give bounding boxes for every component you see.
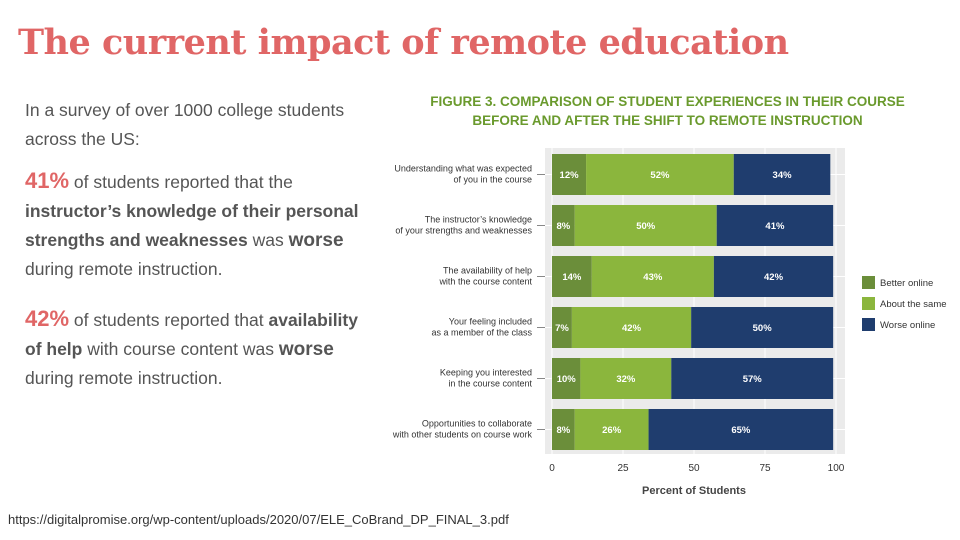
x-tick-label: 25 <box>617 463 629 474</box>
stat-1-worse: worse <box>288 230 344 251</box>
stat-1-bold: instructor’s knowledge of their personal… <box>25 201 359 250</box>
bar-segment <box>733 154 831 195</box>
bar-segment <box>552 205 575 246</box>
stat-2-worse: worse <box>278 339 334 360</box>
data-label: 65% <box>731 425 751 436</box>
bar-segment <box>552 256 592 297</box>
chart-title: FIGURE 3. COMPARISON OF STUDENT EXPERIEN… <box>395 92 940 130</box>
legend-label: About the same <box>880 299 947 310</box>
bar-segment <box>716 205 834 246</box>
data-label: 26% <box>602 425 622 436</box>
data-label: 14% <box>562 272 582 283</box>
bar-segment <box>571 307 692 348</box>
bar-segment <box>691 307 834 348</box>
stat-2: 42% of students reported that availabili… <box>25 304 370 393</box>
stat-1-text-a: of students reported that the <box>69 172 293 192</box>
category-label-line-1: Your feeling included <box>449 317 532 327</box>
data-label: 32% <box>616 374 636 385</box>
stat-2-text-b: with course content was <box>82 339 279 359</box>
data-label: 34% <box>773 170 793 181</box>
stat-2-bold: availability of help <box>25 310 358 359</box>
stat-2-text-c: during remote instruction. <box>25 368 223 388</box>
stat-1-percent: 41% <box>25 168 70 193</box>
category-label-line-1: Opportunities to collaborate <box>422 419 532 429</box>
x-tick-label: 0 <box>549 463 555 474</box>
category-label-line-1: Keeping you interested <box>440 368 532 378</box>
legend-swatch <box>862 297 875 310</box>
category-label-line-2: with other students on course work <box>392 430 533 440</box>
stat-2-percent: 42% <box>25 306 70 331</box>
data-label: 8% <box>556 425 570 436</box>
chart-title-line-2: BEFORE AND AFTER THE SHIFT TO REMOTE INS… <box>472 113 863 128</box>
legend-swatch <box>862 318 875 331</box>
bar-segment <box>574 409 649 450</box>
bar-segment <box>713 256 834 297</box>
bar-segment <box>552 358 581 399</box>
category-label-line-2: as a member of the class <box>431 328 532 338</box>
data-label: 10% <box>557 374 577 385</box>
data-label: 41% <box>765 221 785 232</box>
plot-background <box>545 148 845 454</box>
stat-1-text-c: during remote instruction. <box>25 259 223 279</box>
data-label: 50% <box>753 323 773 334</box>
category-label-line-1: The instructor’s knowledge <box>425 215 532 225</box>
category-label-line-1: The availability of help <box>443 266 532 276</box>
bar-segment <box>552 307 572 348</box>
bar-segment <box>591 256 714 297</box>
data-label: 12% <box>560 170 580 181</box>
data-label: 43% <box>643 272 663 283</box>
bar-segment <box>552 409 575 450</box>
data-label: 50% <box>636 221 656 232</box>
x-tick-label: 100 <box>828 463 845 474</box>
data-label: 42% <box>764 272 784 283</box>
bar-segment <box>580 358 672 399</box>
stat-1-text-b: was <box>247 230 289 250</box>
bar-segment <box>648 409 834 450</box>
bar-segment <box>671 358 834 399</box>
legend-label: Worse online <box>880 320 935 331</box>
slide-title: The current impact of remote education <box>18 22 789 63</box>
bar-segment <box>574 205 717 246</box>
legend-swatch <box>862 276 875 289</box>
data-label: 42% <box>622 323 642 334</box>
data-label: 7% <box>555 323 569 334</box>
category-label-line-2: of you in the course <box>453 175 532 185</box>
category-label-line-2: in the course content <box>448 379 532 389</box>
intro-text: In a survey of over 1000 college student… <box>25 100 345 149</box>
x-tick-label: 75 <box>759 463 771 474</box>
category-label-line-2: of your strengths and weaknesses <box>395 226 532 236</box>
chart-title-line-1: FIGURE 3. COMPARISON OF STUDENT EXPERIEN… <box>430 94 905 109</box>
category-label-line-1: Understanding what was expected <box>394 164 532 174</box>
category-label-line-2: with the course content <box>438 277 532 287</box>
summary-text: In a survey of over 1000 college student… <box>25 96 370 413</box>
bar-segment <box>586 154 734 195</box>
data-label: 57% <box>743 374 763 385</box>
data-label: 8% <box>556 221 570 232</box>
x-tick-label: 50 <box>688 463 700 474</box>
x-axis-title: Percent of Students <box>642 485 746 497</box>
bar-segment <box>552 154 587 195</box>
stat-1: 41% of students reported that the instru… <box>25 166 370 284</box>
stat-2-text-a: of students reported that <box>69 310 269 330</box>
legend-label: Better online <box>880 278 933 289</box>
source-link[interactable]: https://digitalpromise.org/wp-content/up… <box>8 512 509 527</box>
data-label: 52% <box>650 170 670 181</box>
